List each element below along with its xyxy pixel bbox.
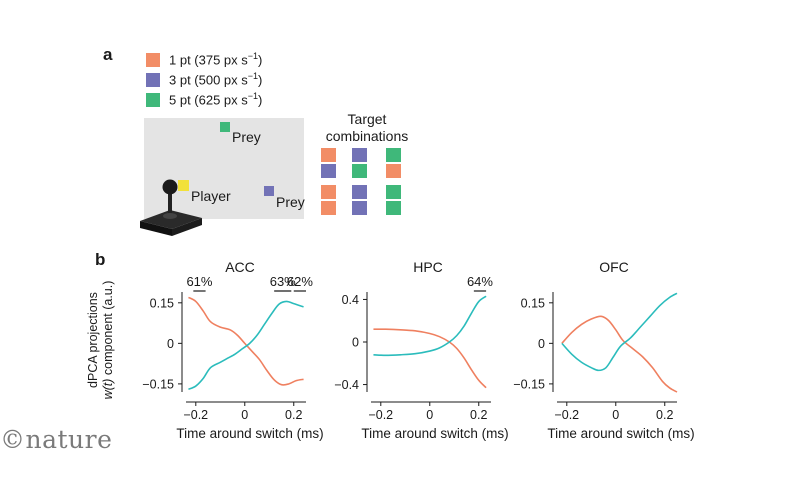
x-tick-label: 0.2 <box>285 408 302 422</box>
legend-swatch <box>146 92 160 107</box>
nature-watermark: ©nature <box>0 425 113 454</box>
x-tick-label: 0 <box>612 408 619 422</box>
y-tick-label: 0 <box>167 337 174 351</box>
prey-bottom-marker <box>264 186 274 196</box>
x-tick-label: 0 <box>426 408 433 422</box>
chart-title: OFC <box>599 259 629 275</box>
y-tick-label: 0 <box>538 337 545 351</box>
combination-cell <box>386 148 401 162</box>
combination-cell <box>321 185 336 199</box>
combination-cell <box>386 201 401 215</box>
prey-top-label: Prey <box>232 129 261 145</box>
x-tick-label: −0.2 <box>183 408 208 422</box>
y-tick-label: −0.4 <box>334 378 359 392</box>
legend-item: 1 pt (375 px s−1) <box>146 51 262 68</box>
combination-cell <box>352 201 367 215</box>
y-tick-label: 0.15 <box>521 296 545 310</box>
x-tick-label: −0.2 <box>554 408 579 422</box>
combination-cell <box>321 201 336 215</box>
series-line-2 <box>561 292 678 372</box>
x-axis-label: Time around switch (ms) <box>547 426 694 441</box>
x-tick-label: 0.2 <box>656 408 673 422</box>
prey-top-marker <box>220 122 230 132</box>
prey-bottom-label: Prey <box>276 194 305 210</box>
y-tick-label: 0 <box>352 336 359 350</box>
combination-cell <box>321 148 336 162</box>
x-tick-label: 0 <box>241 408 248 422</box>
panel-a-letter: a <box>103 45 113 64</box>
y-tick-label: −0.15 <box>513 377 545 391</box>
series-line-1 <box>188 296 304 386</box>
combination-cell <box>321 164 336 178</box>
significance-label: 64% <box>467 274 493 289</box>
y-tick-label: −0.15 <box>142 377 174 391</box>
combination-cell <box>386 164 401 178</box>
x-tick-label: 0.2 <box>470 408 487 422</box>
significance-label: 63% <box>270 274 296 289</box>
series-line-1 <box>561 315 678 393</box>
legend-label: 1 pt (375 px s−1) <box>169 51 263 68</box>
x-tick-label: −0.2 <box>368 408 393 422</box>
legend-swatch <box>146 72 160 87</box>
chart-acc: ACC 0.15 0 −0.15 −0.2 0 0.2 Time around switch … <box>142 259 323 441</box>
chart-title: ACC <box>225 259 255 275</box>
chart-title: HPC <box>413 259 443 275</box>
y-tick-label: 0.15 <box>150 296 174 310</box>
combination-cell <box>352 148 367 162</box>
combinations-title: Target combinations <box>325 111 409 144</box>
legend-item: 3 pt (500 px s−1) <box>146 71 262 88</box>
panel-b-letter: b <box>95 250 106 269</box>
player-label: Player <box>191 188 231 204</box>
significance-label: 62% <box>287 274 313 289</box>
combination-cell <box>352 185 367 199</box>
x-axis-label: Time around switch (ms) <box>361 426 508 441</box>
legend-swatch <box>146 52 160 67</box>
series-line-2 <box>188 300 304 391</box>
combination-cell <box>386 185 401 199</box>
significance-label: 61% <box>186 274 212 289</box>
chart-ofc: OFC 0.15 0 −0.15 −0.2 0 0.2 Time around switch … <box>513 259 694 441</box>
series-line-2 <box>373 295 487 357</box>
chart-hpc: HPC 0.4 0 −0.4 −0.2 0 0.2 Time around switch (m… <box>334 259 508 441</box>
legend-item: 5 pt (625 px s−1) <box>146 91 262 108</box>
legend-label: 5 pt (625 px s−1) <box>169 91 263 108</box>
x-axis-label: Time around switch (ms) <box>176 426 323 441</box>
combination-cell <box>352 164 367 178</box>
series-line-1 <box>373 328 487 389</box>
legend-label: 3 pt (500 px s−1) <box>169 71 263 88</box>
y-tick-label: 0.4 <box>342 293 359 307</box>
